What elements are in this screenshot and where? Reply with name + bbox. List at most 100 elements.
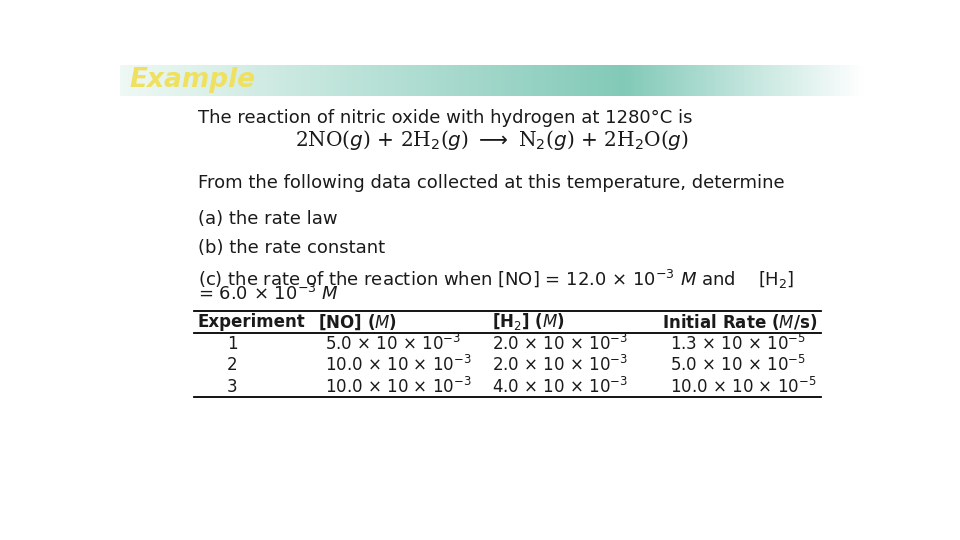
Bar xyxy=(828,65,830,96)
Bar xyxy=(526,65,528,96)
Bar xyxy=(468,65,469,96)
Bar xyxy=(326,65,328,96)
Bar xyxy=(634,65,636,96)
Bar xyxy=(732,65,734,96)
Bar xyxy=(444,65,446,96)
Bar xyxy=(438,65,440,96)
Bar xyxy=(150,65,153,96)
Bar xyxy=(301,65,303,96)
Bar xyxy=(533,65,535,96)
Bar xyxy=(760,65,763,96)
Bar xyxy=(856,65,859,96)
Bar xyxy=(586,65,588,96)
Text: 5.0 $\times$ 10 $\times$ 10$^{-5}$: 5.0 $\times$ 10 $\times$ 10$^{-5}$ xyxy=(670,355,806,375)
Bar xyxy=(300,65,301,96)
Bar xyxy=(382,65,384,96)
Bar xyxy=(620,65,622,96)
Bar xyxy=(559,65,561,96)
Bar xyxy=(754,65,756,96)
Bar xyxy=(486,65,488,96)
Bar xyxy=(818,65,821,96)
Bar xyxy=(185,65,187,96)
Bar xyxy=(631,65,634,96)
Bar xyxy=(229,65,231,96)
Bar xyxy=(782,65,785,96)
Bar xyxy=(216,65,218,96)
Bar xyxy=(248,65,250,96)
Bar xyxy=(315,65,317,96)
Bar xyxy=(407,65,409,96)
Bar xyxy=(832,65,835,96)
Bar xyxy=(402,65,404,96)
Bar xyxy=(264,65,267,96)
Bar xyxy=(203,65,204,96)
Bar xyxy=(270,65,272,96)
Bar xyxy=(340,65,342,96)
Bar xyxy=(441,65,443,96)
Bar xyxy=(613,65,615,96)
Text: 10.0 $\times$ 10 $\times$ 10$^{-3}$: 10.0 $\times$ 10 $\times$ 10$^{-3}$ xyxy=(325,355,472,375)
Bar xyxy=(271,65,274,96)
Bar xyxy=(174,65,176,96)
Bar xyxy=(324,65,325,96)
Bar xyxy=(622,65,624,96)
Bar xyxy=(257,65,260,96)
Bar xyxy=(669,65,672,96)
Bar xyxy=(281,65,283,96)
Bar xyxy=(672,65,675,96)
Bar xyxy=(165,65,167,96)
Bar xyxy=(730,65,732,96)
Bar xyxy=(525,65,527,96)
Bar xyxy=(445,65,447,96)
Bar xyxy=(409,65,411,96)
Text: 2.0 $\times$ 10 $\times$ 10$^{-3}$: 2.0 $\times$ 10 $\times$ 10$^{-3}$ xyxy=(492,355,628,375)
Bar xyxy=(546,65,548,96)
Bar xyxy=(400,65,402,96)
Bar xyxy=(311,65,314,96)
Bar xyxy=(259,65,261,96)
Bar xyxy=(564,65,565,96)
Bar xyxy=(192,65,194,96)
Bar xyxy=(498,65,500,96)
Bar xyxy=(367,65,369,96)
Bar xyxy=(530,65,532,96)
Bar xyxy=(847,65,850,96)
Bar xyxy=(355,65,357,96)
Bar xyxy=(763,65,766,96)
Bar xyxy=(127,65,129,96)
Bar xyxy=(773,65,776,96)
Bar xyxy=(190,65,193,96)
Bar xyxy=(342,65,344,96)
Bar xyxy=(472,65,474,96)
Bar xyxy=(234,65,236,96)
Bar xyxy=(230,65,233,96)
Bar xyxy=(607,65,609,96)
Bar xyxy=(710,65,713,96)
Bar xyxy=(821,65,824,96)
Bar xyxy=(232,65,234,96)
Text: 10.0 $\times$ 10 $\times$ 10$^{-5}$: 10.0 $\times$ 10 $\times$ 10$^{-5}$ xyxy=(670,376,817,397)
Bar xyxy=(306,65,308,96)
Bar xyxy=(443,65,444,96)
Bar xyxy=(787,65,790,96)
Bar xyxy=(451,65,453,96)
Bar xyxy=(405,65,408,96)
Bar xyxy=(519,65,521,96)
Bar xyxy=(239,65,241,96)
Bar xyxy=(679,65,682,96)
Bar xyxy=(458,65,460,96)
Text: 5.0 $\times$ 10 $\times$ 10$^{-3}$: 5.0 $\times$ 10 $\times$ 10$^{-3}$ xyxy=(325,334,462,354)
Text: Experiment: Experiment xyxy=(198,313,305,331)
Bar xyxy=(516,65,518,96)
Bar xyxy=(431,65,433,96)
Bar xyxy=(427,65,429,96)
Bar xyxy=(350,65,352,96)
Bar xyxy=(210,65,213,96)
Bar xyxy=(584,65,586,96)
Bar xyxy=(380,65,382,96)
Bar xyxy=(135,65,137,96)
Bar xyxy=(592,65,594,96)
Bar xyxy=(228,65,229,96)
Bar xyxy=(338,65,341,96)
Bar xyxy=(209,65,211,96)
